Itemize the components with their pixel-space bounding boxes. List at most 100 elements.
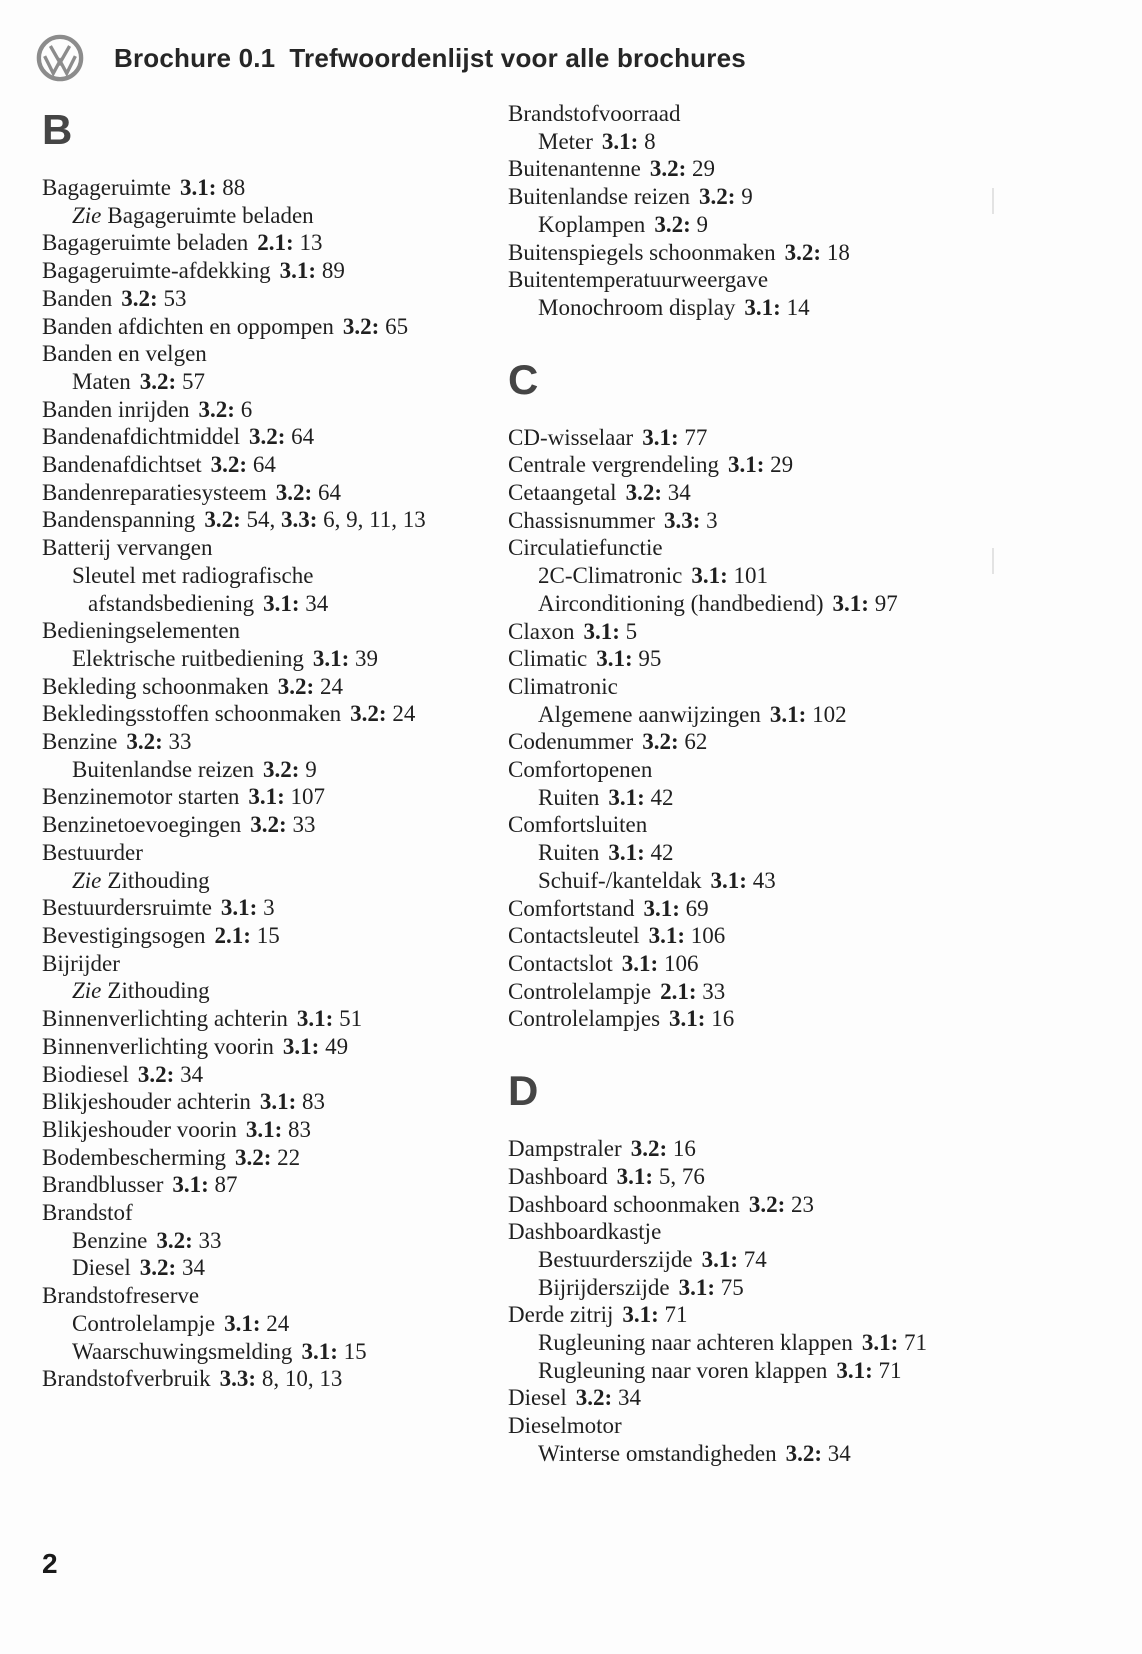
index-entry: Comfortsluiten — [508, 811, 1108, 839]
entry-ref-section: 3.1: — [648, 923, 685, 949]
entry-term: Binnenverlichting voorin — [42, 1033, 274, 1059]
entry-ref: 3.2: 33 — [156, 1227, 222, 1253]
entry-term: Bijrijderszijde — [538, 1274, 670, 1300]
entry-ref: 3.1: 71 — [861, 1330, 928, 1356]
entry-ref: 3.1: 88 — [180, 175, 246, 200]
entry-ref: 3.1: 51 — [296, 1006, 363, 1032]
entry-term: Buitenspiegels schoonmaken — [508, 239, 776, 265]
entry-term: Codenummer — [508, 729, 634, 755]
index-entry: Brandblusser 3.1: 87 — [42, 1171, 492, 1199]
index-entry: Benzine 3.2: 33 — [42, 728, 492, 756]
entry-term: Cetaangetal — [508, 480, 617, 506]
index-entry: Brandstof — [42, 1199, 492, 1227]
entry-term: Buitenantenne — [508, 156, 641, 182]
entry-term: Centrale vergrendeling — [508, 452, 719, 478]
entry-ref: 3.2: 53 — [121, 285, 187, 311]
entry-ref: 3.2: 62 — [642, 729, 708, 755]
index-entry: Bagageruimte 3.1: 88 — [42, 174, 492, 202]
document-title-text: Trefwoordenlijst voor alle brochures — [289, 42, 746, 73]
entry-ref-section: 3.2: — [204, 507, 241, 533]
entry-ref: 3.1: 107 — [248, 784, 326, 810]
entry-term: Airconditioning (handbediend) — [538, 590, 824, 616]
entry-term: Banden en velgen — [42, 341, 207, 367]
entry-ref-section: 3.3: — [280, 507, 318, 533]
entry-ref-section: 3.1: — [583, 618, 620, 644]
entry-ref-section: 3.1: — [180, 175, 217, 200]
entry-term: Circulatiefunctie — [508, 535, 663, 561]
see-reference-label: Zie — [72, 202, 102, 228]
entry-ref-section: 3.1: — [642, 424, 679, 450]
index-entry: Climatic 3.1: 95 — [508, 645, 1108, 673]
entry-term: Zithouding — [107, 978, 210, 1004]
entry-ref-section: 3.1: — [643, 895, 680, 921]
entry-term: Elektrische ruitbediening — [72, 645, 304, 671]
entry-term: Bedieningselementen — [42, 618, 240, 644]
entry-ref: 3.1: 102 — [769, 701, 847, 727]
index-entry: Contactslot 3.1: 106 — [508, 950, 1108, 978]
entry-term: Winterse omstandigheden — [538, 1440, 777, 1466]
index-column: B Bagageruimte 3.1: 88 Zie Bagageruimte bela… — [42, 100, 492, 1393]
index-entry: Banden 3.2: 53 — [42, 285, 492, 313]
entry-ref: 3.2: 23 — [748, 1191, 815, 1217]
entry-ref: 3.1: 106 — [648, 923, 726, 949]
entry-ref-section: 3.2: — [350, 701, 387, 727]
index-entry: Claxon 3.1: 5 — [508, 618, 1108, 646]
entry-term: Bagageruimte — [42, 175, 172, 200]
entry-ref: 3.1: 5 — [583, 618, 638, 644]
entry-ref-section: 3.1: — [710, 867, 747, 893]
index-entry: Buitenantenne 3.2: 29 — [508, 155, 1108, 183]
entry-ref-section: 3.1: — [259, 1089, 297, 1115]
entry-term: Ruiten — [538, 840, 600, 866]
entry-term: Brandstofverbruik — [42, 1366, 211, 1392]
entry-ref-section: 3.2: — [699, 184, 736, 210]
index-entry: Controlelampjes 3.1: 16 — [508, 1005, 1108, 1033]
entry-ref-section: 3.1: — [727, 452, 765, 478]
entry-term: Bagageruimte-afdekking — [42, 258, 271, 284]
index-entry: Buitenspiegels schoonmaken 3.2: 18 — [508, 239, 1108, 267]
page-header: Brochure 0.1 Trefwoordenlijst voor alle b… — [36, 34, 746, 82]
entry-ref: 3.2: 16 — [630, 1136, 696, 1162]
entry-ref-section: 3.2: — [784, 239, 822, 265]
entry-ref: 3.1: 75 — [678, 1274, 744, 1300]
index-entry: Dashboard 3.1: 5, 76 — [508, 1163, 1108, 1191]
entry-ref-section: 3.2: — [250, 812, 287, 838]
index-entry: Bandenspanning 3.2: 54, 3.3: 6, 9, 11, 13 — [42, 506, 492, 534]
entry-ref: 3.1: 42 — [608, 840, 674, 866]
index-entry: Controlelampje 2.1: 33 — [508, 978, 1108, 1006]
entry-term: Dashboardkastje — [508, 1219, 662, 1245]
entry-term: Waarschuwingsmelding — [72, 1338, 293, 1364]
entry-ref: 3.1: 39 — [312, 645, 379, 671]
entry-term: Dashboard — [508, 1163, 608, 1189]
entry-term: Bestuurdersruimte — [42, 895, 212, 921]
entry-ref: 3.1: 34 — [263, 590, 329, 616]
entry-ref: 3.1: 24 — [224, 1310, 290, 1336]
entry-term: Bijrijder — [42, 950, 120, 976]
entry-term: Batterij vervangen — [42, 535, 213, 561]
entry-term: Bagageruimte beladen — [107, 202, 314, 228]
entry-term: Rugleuning naar achteren klappen — [538, 1330, 853, 1356]
entry-ref: 3.2: 34 — [575, 1385, 641, 1411]
entry-term: Bekledingsstoffen schoonmaken — [42, 701, 342, 727]
entry-ref: 3.1: 8 — [601, 128, 656, 154]
entry-ref: 3.1: 71 — [622, 1302, 688, 1328]
entry-ref-section: 3.1: — [279, 258, 317, 284]
entry-term: Chassisnummer — [508, 507, 655, 533]
index-entry: Banden en velgen — [42, 340, 492, 368]
entry-ref-section: 3.1: — [832, 590, 869, 616]
entry-ref: 3.2: 34 — [625, 480, 691, 506]
index-entry: Bekledingsstoffen schoonmaken 3.2: 24 — [42, 700, 492, 728]
entry-ref-section: 3.2: — [748, 1191, 786, 1217]
index-entry: Meter 3.1: 8 — [508, 128, 1108, 156]
entry-ref: 3.2: 9 — [654, 211, 708, 237]
entry-ref: 3.2: 33 — [126, 729, 192, 755]
entry-ref: 3.1: 83 — [245, 1116, 312, 1142]
index-entry: Monochroom display 3.1: 14 — [508, 294, 1108, 322]
entry-ref: 2.1: 15 — [214, 922, 280, 948]
entry-ref: 3.1: 95 — [596, 646, 662, 672]
entry-term: Bodembescherming — [42, 1144, 226, 1170]
entry-term: Buitenlandse reizen — [508, 184, 691, 210]
entry-ref-section: 3.3: — [663, 507, 701, 533]
index-entry: Bandenafdichtmiddel 3.2: 64 — [42, 423, 492, 451]
entry-ref: 3.2: 9 — [699, 184, 753, 210]
